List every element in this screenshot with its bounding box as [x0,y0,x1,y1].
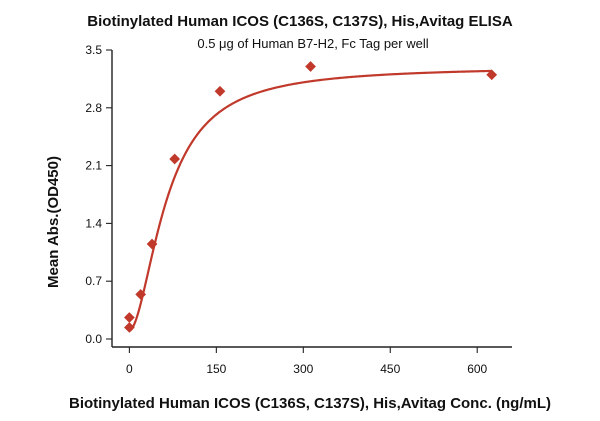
x-tick-label: 0 [126,362,133,376]
x-tick-label: 450 [380,362,400,376]
data-points-group [124,61,498,333]
y-axis-label: Mean Abs.(OD450) [45,156,62,288]
y-tick-label: 3.5 [85,43,102,57]
x-tick-label: 300 [293,362,313,376]
x-tick-label: 150 [206,362,226,376]
data-point [146,238,158,250]
axes-group [111,50,512,348]
fit-curve [128,69,493,332]
data-point [135,289,147,300]
ticks-group: 0.0 0.7 1.4 2.1 2.8 3.5 0 150 300 450 600 [85,43,487,376]
data-point [124,322,135,333]
x-axis-label: Biotinylated Human ICOS (C136S, C137S), … [69,395,551,412]
y-tick-label: 0.7 [85,274,102,288]
chart-subtitle: 0.5 μg of Human B7-H2, Fc Tag per well [197,36,428,51]
data-point [486,69,498,81]
y-tick-label: 2.1 [85,159,102,173]
data-point [124,312,135,323]
data-point [214,85,226,97]
data-point [169,153,181,165]
x-tick-label: 600 [467,362,487,376]
y-tick-label: 1.4 [85,216,102,230]
fit-curve-group [128,69,493,332]
data-point [305,61,316,72]
y-tick-label: 0.0 [85,332,102,346]
chart-title: Biotinylated Human ICOS (C136S, C137S), … [87,13,513,30]
y-tick-label: 2.8 [85,101,102,115]
